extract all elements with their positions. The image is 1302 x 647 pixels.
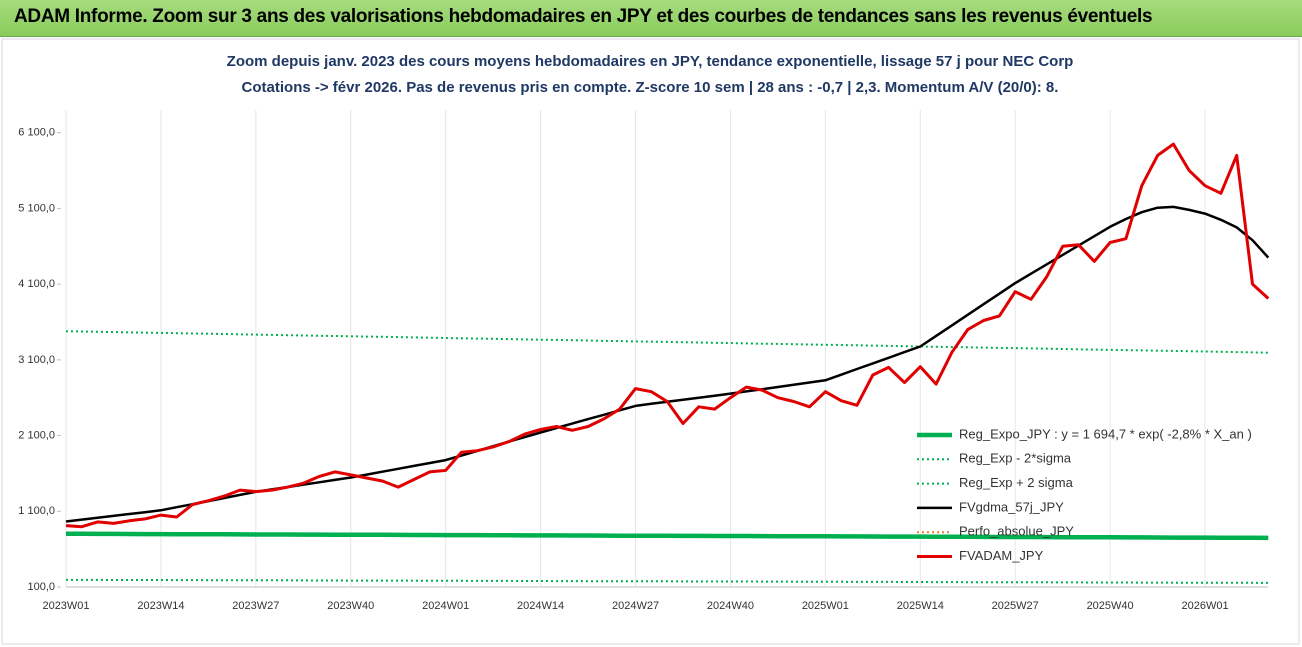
- y-tick-label: 4 100,0: [18, 278, 55, 290]
- header-title: ADAM Informe. Zoom sur 3 ans des valoris…: [14, 6, 1153, 27]
- x-tick-label: 2024W27: [612, 600, 659, 612]
- header: ADAM Informe. Zoom sur 3 ans des valoris…: [0, 0, 1302, 37]
- legend-label: Reg_Exp - 2*sigma: [959, 451, 1072, 466]
- chart-subtitle: Cotations -> févr 2026. Pas de revenus p…: [242, 79, 1059, 96]
- x-tick-label: 2025W27: [992, 600, 1039, 612]
- series-line: [65, 330, 1269, 354]
- x-tick-label: 2023W27: [232, 600, 279, 612]
- y-tick-label: 5 100,0: [18, 202, 55, 214]
- legend-label: Reg_Exp + 2 sigma: [959, 475, 1074, 490]
- x-tick-label: 2025W14: [897, 600, 944, 612]
- y-tick-label: 6 100,0: [18, 127, 55, 139]
- legend-label: Reg_Expo_JPY : y = 1 694,7 * exp( -2,8% …: [959, 426, 1252, 441]
- x-tick-label: 2026W01: [1181, 600, 1228, 612]
- legend-label: Perfo_absolue_JPY: [959, 524, 1074, 539]
- x-tick-label: 2025W40: [1087, 600, 1134, 612]
- x-tick-label: 2023W40: [327, 600, 374, 612]
- series-line: [66, 531, 1269, 541]
- y-tick-label: 2 100,0: [18, 429, 55, 441]
- legend-label: FVADAM_JPY: [959, 548, 1044, 563]
- chart-frame: [1, 38, 1300, 645]
- chart-title: Zoom depuis janv. 2023 des cours moyens …: [227, 53, 1074, 70]
- series-line: [65, 578, 1269, 584]
- x-tick-label: 2025W01: [802, 600, 849, 612]
- x-tick-label: 2024W40: [707, 600, 754, 612]
- y-tick-label: 3 100,0: [18, 354, 55, 366]
- chart: Zoom depuis janv. 2023 des cours moyens …: [1, 38, 1300, 645]
- legend-label: FVgdma_57j_JPY: [959, 499, 1064, 514]
- x-tick-label: 2024W14: [517, 600, 564, 612]
- y-tick-label: 1 100,0: [18, 505, 55, 517]
- y-tick-label: 100,0: [27, 581, 55, 593]
- x-tick-label: 2024W01: [422, 600, 469, 612]
- series-line: [65, 142, 1270, 529]
- x-tick-label: 2023W14: [137, 600, 184, 612]
- x-tick-label: 2023W01: [42, 600, 89, 612]
